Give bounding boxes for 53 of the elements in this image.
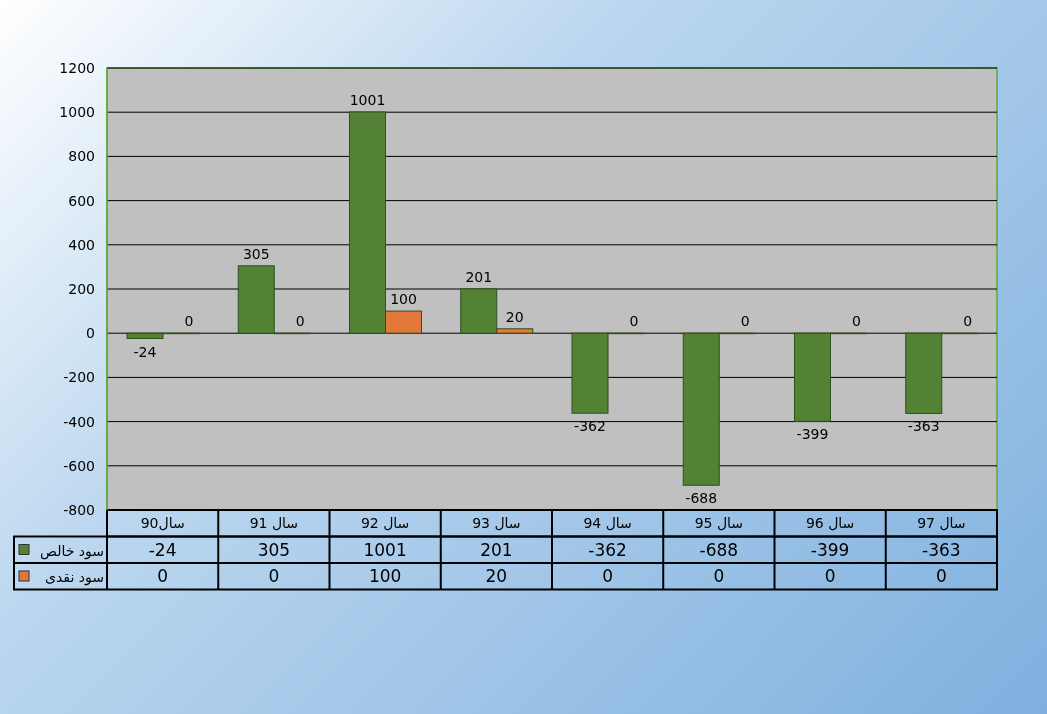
- text: 20: [485, 566, 508, 586]
- text: 100: [368, 566, 402, 586]
- text: 0: [824, 566, 836, 586]
- data-label: -362: [574, 418, 606, 435]
- y-tick-label: -600: [63, 457, 95, 474]
- text: -399: [810, 539, 850, 560]
- text: 305: [257, 539, 291, 560]
- data-label: 0: [740, 313, 750, 330]
- data-label: -688: [685, 490, 718, 507]
- y-tick-label: 200: [68, 281, 95, 297]
- y-tick-label: 1000: [59, 104, 95, 121]
- text: 0: [935, 566, 947, 586]
- data-label: 305: [242, 245, 270, 262]
- text: -688: [699, 539, 739, 560]
- data-label: 0: [184, 313, 194, 330]
- data-label: -363: [907, 418, 940, 435]
- data-label: -399: [796, 426, 829, 443]
- data-label: 0: [852, 313, 861, 330]
- data-label: 1001: [349, 91, 386, 108]
- data-label: 0: [629, 313, 639, 330]
- x-tick-label: سال 97: [917, 515, 966, 531]
- text: 201: [480, 539, 513, 560]
- data-label: 20: [505, 308, 524, 325]
- text: 1001: [363, 539, 407, 560]
- y-tick-label: 0: [86, 325, 95, 342]
- x-tick-label: سال 91: [249, 515, 299, 531]
- text: 0: [713, 566, 725, 586]
- data-label: 0: [963, 313, 973, 330]
- x-tick-label: سال 92: [360, 515, 410, 531]
- legend-label: سود نقدی: [45, 569, 104, 586]
- text: 0: [602, 566, 614, 586]
- text: 0: [157, 566, 169, 586]
- text: -24: [148, 539, 177, 560]
- y-tick-label: 400: [68, 236, 95, 253]
- x-tick-label: سال90: [140, 515, 185, 531]
- x-tick-label: سال 95: [694, 515, 744, 531]
- data-label: -24: [133, 343, 157, 360]
- y-tick-label: -200: [63, 369, 95, 386]
- text: -362: [588, 539, 627, 560]
- text: 0: [268, 566, 280, 586]
- text: -363: [922, 539, 961, 560]
- x-tick-label: سال 96: [805, 515, 855, 531]
- y-tick-label: 1200: [59, 60, 95, 76]
- x-tick-label: سال 93: [472, 515, 521, 531]
- y-tick-label: -800: [63, 502, 95, 518]
- y-tick-label: -400: [63, 413, 95, 430]
- y-tick-label: 800: [68, 148, 95, 165]
- data-label: 201: [465, 268, 493, 285]
- legend-label: سود خالص: [40, 542, 104, 560]
- y-tick-label: 600: [68, 192, 95, 209]
- x-tick-label: سال 94: [583, 515, 632, 531]
- data-label: 0: [295, 313, 305, 330]
- data-label: 100: [390, 291, 417, 308]
